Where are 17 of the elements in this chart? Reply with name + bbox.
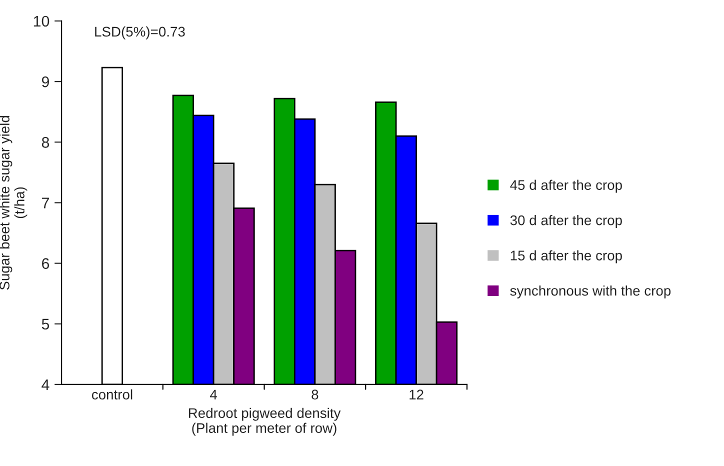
y-tick-label: 7 xyxy=(42,198,49,208)
x-tick-label: control xyxy=(92,389,132,400)
x-tick-label: 4 xyxy=(210,390,218,400)
legend-label: 30 d after the crop xyxy=(510,215,622,228)
y-tick-label: 6 xyxy=(42,258,50,269)
x-tick-label: 8 xyxy=(312,390,318,400)
y-tick-label: 8 xyxy=(42,137,50,148)
legend-label: 45 d after the crop xyxy=(510,180,622,193)
y-tick-label: 4 xyxy=(42,379,50,390)
y-tick-label: 9 xyxy=(42,76,50,88)
y-tick-label: 10 xyxy=(34,16,50,27)
x-axis-title: Redroot pigweed density (Plant per meter of row) xyxy=(188,408,341,436)
y-tick-label: 5 xyxy=(42,318,50,330)
annotation: LSD(5%)=0.73 xyxy=(95,26,185,40)
legend-label: 15 d after the crop xyxy=(510,250,622,264)
legend-label: synchronous with the crop xyxy=(510,285,671,298)
x-tick-label: 12 xyxy=(410,390,424,400)
